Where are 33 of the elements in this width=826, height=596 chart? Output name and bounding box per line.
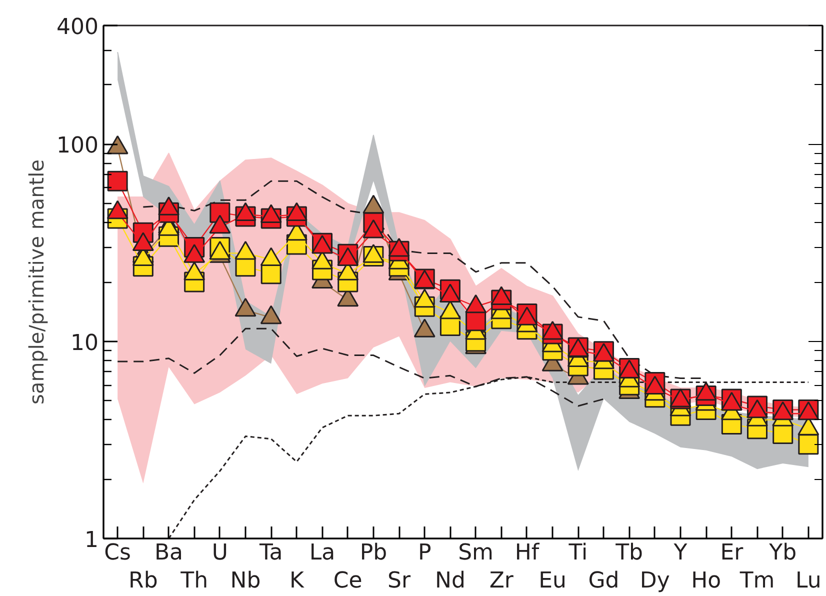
x-tick-label: Dy (640, 568, 670, 594)
x-tick-label: Rb (128, 568, 158, 594)
x-tick-label: Th (180, 568, 208, 594)
y-tick-label: 100 (56, 134, 99, 159)
y-tick-label: 1 (84, 528, 99, 553)
x-tick-label: Lu (796, 568, 822, 594)
x-tick-label: Nb (230, 568, 261, 594)
x-tick-label: Ce (333, 568, 362, 594)
x-tick-label: P (418, 540, 432, 566)
x-tick-label: Ho (691, 568, 722, 594)
y-axis-title: sample/primitive mantle (24, 160, 49, 404)
x-tick-label: Pb (360, 540, 388, 566)
x-tick-label: Eu (538, 568, 566, 594)
x-tick-label: Tm (738, 568, 775, 594)
x-tick-label: Sm (458, 540, 494, 566)
x-tick-label: Y (672, 540, 688, 566)
x-tick-label: Er (720, 540, 744, 566)
x-tick-label: Sr (388, 568, 412, 594)
y-tick-label: 10 (70, 330, 99, 356)
x-tick-label: U (212, 540, 228, 566)
x-tick-label: Cs (104, 540, 131, 566)
x-tick-label: Tb (614, 540, 644, 566)
x-tick-label: Gd (588, 568, 620, 594)
x-tick-label: La (309, 540, 336, 566)
x-tick-label: Ti (568, 540, 588, 566)
x-tick-label: Nd (434, 568, 466, 594)
x-tick-label: Hf (514, 540, 540, 566)
x-tick-label: Yb (768, 540, 797, 566)
x-tick-label: Ta (258, 540, 283, 566)
y-tick-label: 400 (56, 15, 99, 40)
x-tick-label: K (289, 568, 304, 594)
x-tick-label: Zr (489, 568, 514, 594)
x-tick-label: Ba (154, 540, 184, 566)
